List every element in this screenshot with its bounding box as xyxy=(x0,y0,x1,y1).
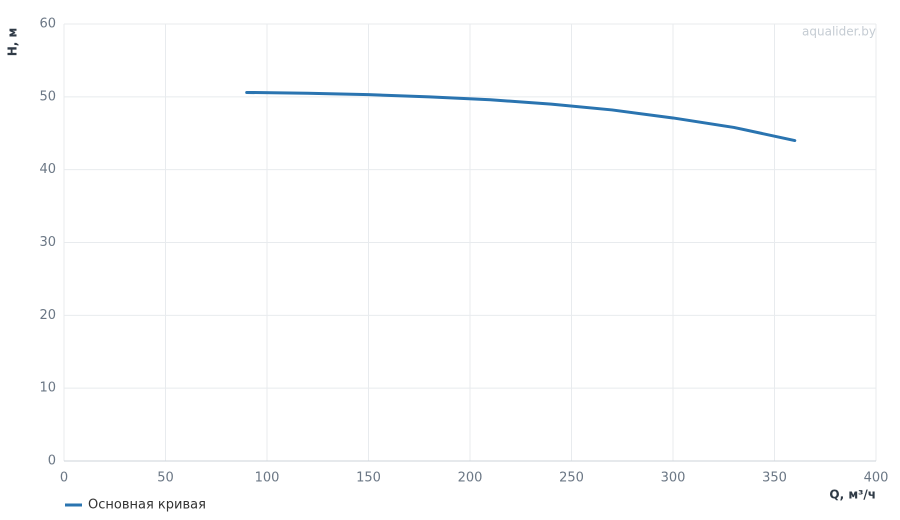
x-tick-label: 100 xyxy=(255,471,280,486)
y-axis-label: H, м xyxy=(6,28,20,57)
x-tick-label: 400 xyxy=(864,471,889,486)
x-tick-label: 300 xyxy=(661,471,686,486)
x-tick-label: 150 xyxy=(356,471,381,486)
y-tick-label: 50 xyxy=(39,89,56,104)
y-tick-label: 40 xyxy=(39,162,56,177)
y-tick-label: 20 xyxy=(39,308,56,323)
y-tick-label: 10 xyxy=(39,381,56,396)
x-tick-label: 200 xyxy=(458,471,483,486)
data-line xyxy=(245,90,797,143)
y-tick-label: 60 xyxy=(39,17,56,32)
x-tick-label: 0 xyxy=(60,471,68,486)
watermark: aqualider.by xyxy=(802,25,876,39)
x-tick-label: 50 xyxy=(157,471,174,486)
x-tick-label: 350 xyxy=(762,471,787,486)
x-tick-label: 250 xyxy=(559,471,584,486)
y-tick-label: 0 xyxy=(48,454,56,469)
y-tick-label: 30 xyxy=(39,235,56,250)
legend-label: Основная кривая xyxy=(88,498,206,513)
x-axis-label: Q, м³/ч xyxy=(829,488,876,502)
